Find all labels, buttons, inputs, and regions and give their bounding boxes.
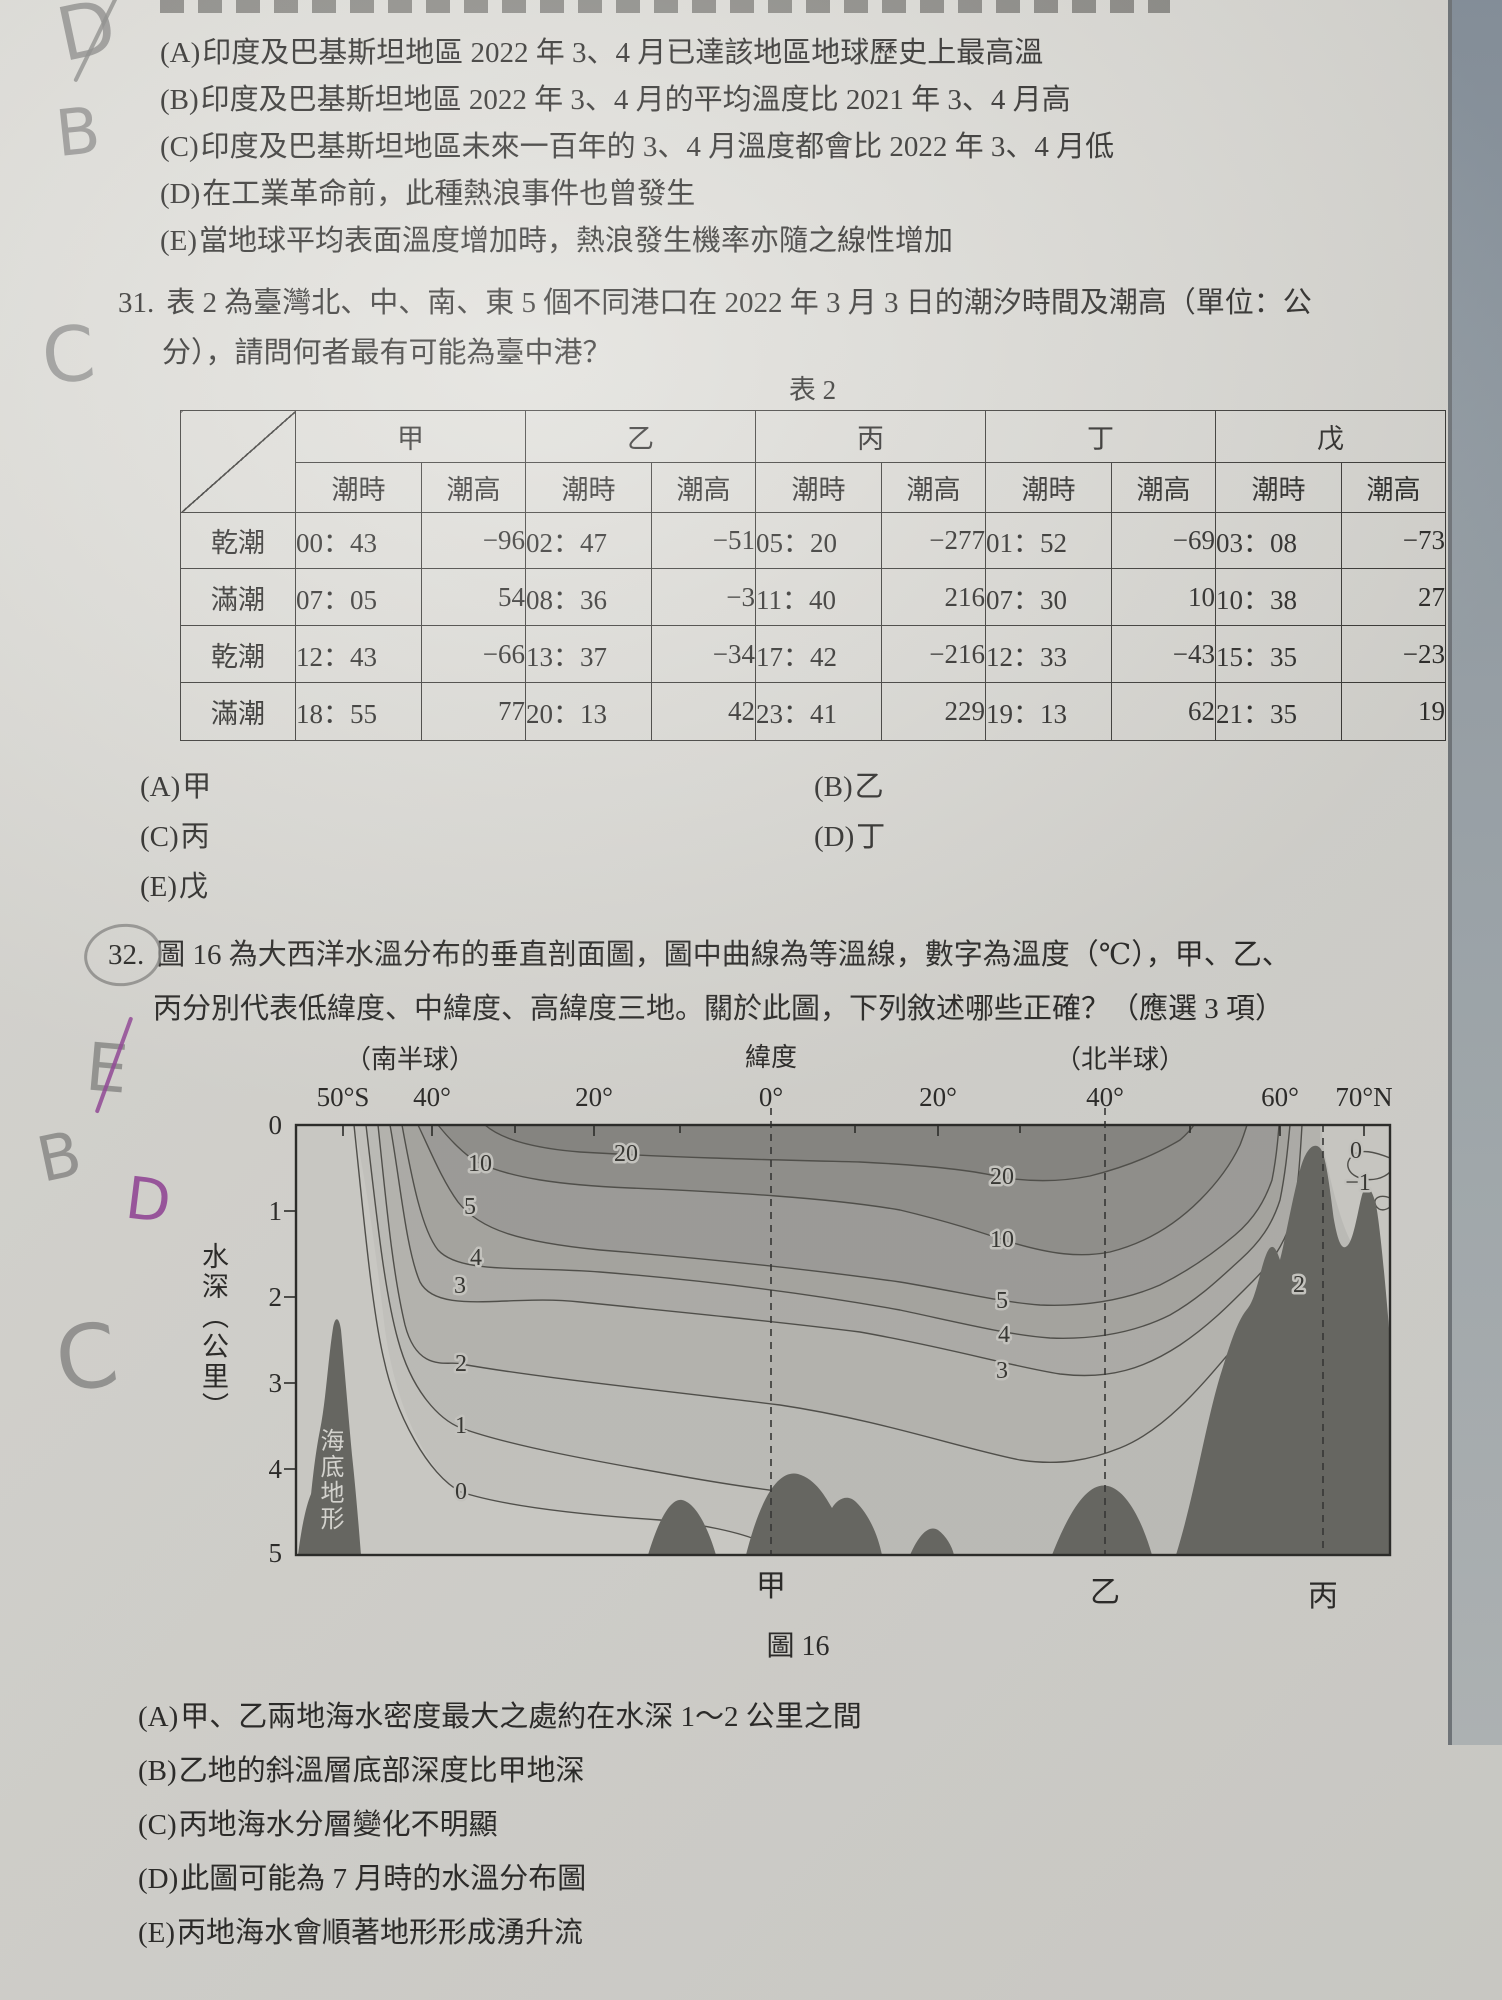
q30-option-c: (C)印度及巴基斯坦地區未來一百年的 3、4 月溫度都會比 2022 年 3、4… [160, 131, 1115, 163]
depth-tick-labels: 0 1 2 3 4 5 [269, 1110, 283, 1568]
q30-option-b: (B)印度及巴基斯坦地區 2022 年 3、4 月的平均溫度比 2021 年 3… [160, 84, 1071, 116]
q32-option-e: (E)丙地海水會順著地形形成湧升流 [138, 1917, 584, 1949]
depth-axis-label: 水深（公里） [198, 1242, 228, 1422]
svg-text:0: 0 [455, 1479, 467, 1505]
handwritten-answer-q32-d: D [122, 1163, 175, 1237]
svg-text:50°S: 50°S [317, 1082, 370, 1112]
svg-text:3: 3 [454, 1273, 466, 1299]
svg-text:甲: 甲 [756, 1570, 786, 1603]
svg-text:0: 0 [269, 1110, 283, 1140]
ocean-temperature-cross-section: （南半球） 緯度 （北半球） 50°S 40° 20° 0° 20° 40° 6… [269, 1043, 1393, 1662]
col-group-bing: 丙 [755, 410, 986, 463]
svg-text:0°: 0° [759, 1082, 783, 1112]
svg-text:20°: 20° [919, 1082, 957, 1112]
q32-option-a: (A)甲、乙兩地海水密度最大之處約在水深 1～2 公里之間 [138, 1701, 862, 1733]
table-row: 乾潮 12：43 −66 13：37 −34 17：42 −216 12：33 −43 … [180, 625, 1446, 683]
svg-text:1: 1 [455, 1413, 467, 1439]
svg-text:4: 4 [269, 1454, 283, 1484]
svg-text:60°: 60° [1261, 1082, 1299, 1112]
svg-text:5: 5 [996, 1288, 1008, 1314]
tide-table: 甲 乙 丙 丁 戊 潮時 潮高 潮時 潮高 潮時 潮高 潮時 潮高 潮時 潮高 乾潮 00… [180, 410, 1446, 741]
table-row: 滿潮 07：05 54 08：36 −3 11：40 216 07：30 10 10：3… [180, 568, 1446, 626]
handwritten-answer-q32-b: B [30, 1116, 88, 1197]
q31-option-d: (D)丁 [814, 821, 886, 853]
svg-text:5: 5 [269, 1538, 283, 1568]
svg-text:40°: 40° [413, 1082, 451, 1112]
table-header-subs: 潮時 潮高 潮時 潮高 潮時 潮高 潮時 潮高 潮時 潮高 [181, 462, 1446, 513]
table-header-groups: 甲 乙 丙 丁 戊 [180, 410, 1446, 513]
q31-stem-line1: 31. 表 2 為臺灣北、中、南、東 5 個不同港口在 2022 年 3 月 3 … [118, 287, 1312, 319]
table-caption: 表 2 [788, 375, 837, 405]
plot-frame [294, 1123, 1392, 1557]
cropped-text-line [160, 0, 1170, 13]
q31-option-c: (C)丙 [140, 821, 210, 853]
hemisphere-north-label: （北半球） [1055, 1045, 1185, 1074]
q31-stem-line2: 分），請問何者最有可能為臺中港？ [162, 337, 612, 369]
svg-text:3: 3 [269, 1368, 283, 1398]
q32-option-d: (D)此圖可能為 7 月時的水溫分布圖 [138, 1863, 587, 1895]
q31-option-e: (E)戊 [140, 871, 209, 903]
col-group-ding: 丁 [985, 410, 1216, 463]
table-row: 乾潮 00：43 −96 02：47 −51 05：20 −277 01：52 −69 … [180, 512, 1446, 569]
q31-option-b: (B)乙 [814, 771, 884, 803]
svg-text:40°: 40° [1086, 1082, 1124, 1112]
q31-option-a: (A)甲 [140, 771, 212, 803]
q32-option-b: (B)乙地的斜溫層底部深度比甲地深 [138, 1755, 585, 1787]
svg-text:70°N: 70°N [1335, 1082, 1392, 1112]
svg-text:0: 0 [1350, 1138, 1362, 1164]
q30-option-a: (A)印度及巴基斯坦地區 2022 年 3、4 月已達該地區地球歷史上最高溫 [160, 37, 1044, 69]
col-group-wu: 戊 [1215, 410, 1446, 463]
table-row: 滿潮 18：55 77 20：13 42 23：41 229 19：13 62 21：3… [180, 682, 1446, 741]
svg-text:2: 2 [455, 1351, 467, 1377]
handwritten-answer-q29: D [49, 0, 124, 79]
svg-text:2: 2 [269, 1282, 283, 1312]
q32-stem-line2: 丙分別代表低緯度、中緯度、高緯度三地。關於此圖，下列敘述哪些正確？（應選 3 項… [153, 993, 1285, 1025]
q30-option-d: (D)在工業革命前，此種熱浪事件也曾發生 [160, 178, 696, 210]
q30-option-e: (E)當地球平均表面溫度增加時，熱浪發生機率亦隨之線性增加 [160, 225, 954, 257]
figure-16: （南半球） 緯度 （北半球） 50°S 40° 20° 0° 20° 40° 6… [180, 1030, 1440, 1680]
svg-text:−1: −1 [1345, 1170, 1371, 1196]
svg-text:乙: 乙 [1090, 1576, 1120, 1609]
svg-text:5: 5 [464, 1194, 476, 1220]
q32-stem-line1: 32. 圖 16 為大西洋水溫分布的垂直剖面圖，圖中曲線為等溫線，數字為溫度（℃）… [108, 939, 1291, 971]
svg-text:1: 1 [269, 1196, 283, 1226]
handwritten-answer-q30: B [52, 93, 104, 173]
latitude-axis-title: 緯度 [745, 1043, 797, 1072]
svg-text:20: 20 [614, 1141, 638, 1167]
svg-text:2: 2 [1293, 1272, 1305, 1298]
svg-text:4: 4 [998, 1322, 1010, 1348]
q32-option-c: (C)丙地海水分層變化不明顯 [138, 1809, 498, 1841]
col-group-jia: 甲 [295, 410, 526, 463]
handwritten-circle-mark [80, 918, 166, 992]
corner-cell [180, 410, 296, 513]
handwritten-answer-q31: C [38, 307, 99, 402]
svg-text:丙: 丙 [1308, 1580, 1338, 1613]
figure-caption: 圖 16 [766, 1631, 829, 1662]
svg-text:10: 10 [990, 1227, 1014, 1253]
svg-text:4: 4 [470, 1245, 482, 1271]
col-group-yi: 乙 [525, 410, 756, 463]
contour-labels: 10 20 5 4 3 2 1 0 20 10 5 4 3 2 0 −1 [452, 1136, 1374, 1508]
clipboard-edge [1448, 0, 1502, 1745]
seafloor-label: 海底地形 [316, 1428, 342, 1532]
latitude-tick-labels: 50°S 40° 20° 0° 20° 40° 60° 70°N [317, 1082, 1393, 1112]
hemisphere-south-label: （南半球） [345, 1045, 475, 1074]
svg-text:20°: 20° [575, 1082, 613, 1112]
svg-text:20: 20 [990, 1164, 1014, 1190]
site-labels: 甲 乙 丙 [756, 1570, 1338, 1613]
handwritten-answer-q32-c: C [49, 1302, 125, 1413]
svg-text:3: 3 [996, 1358, 1008, 1384]
svg-text:10: 10 [468, 1151, 492, 1177]
